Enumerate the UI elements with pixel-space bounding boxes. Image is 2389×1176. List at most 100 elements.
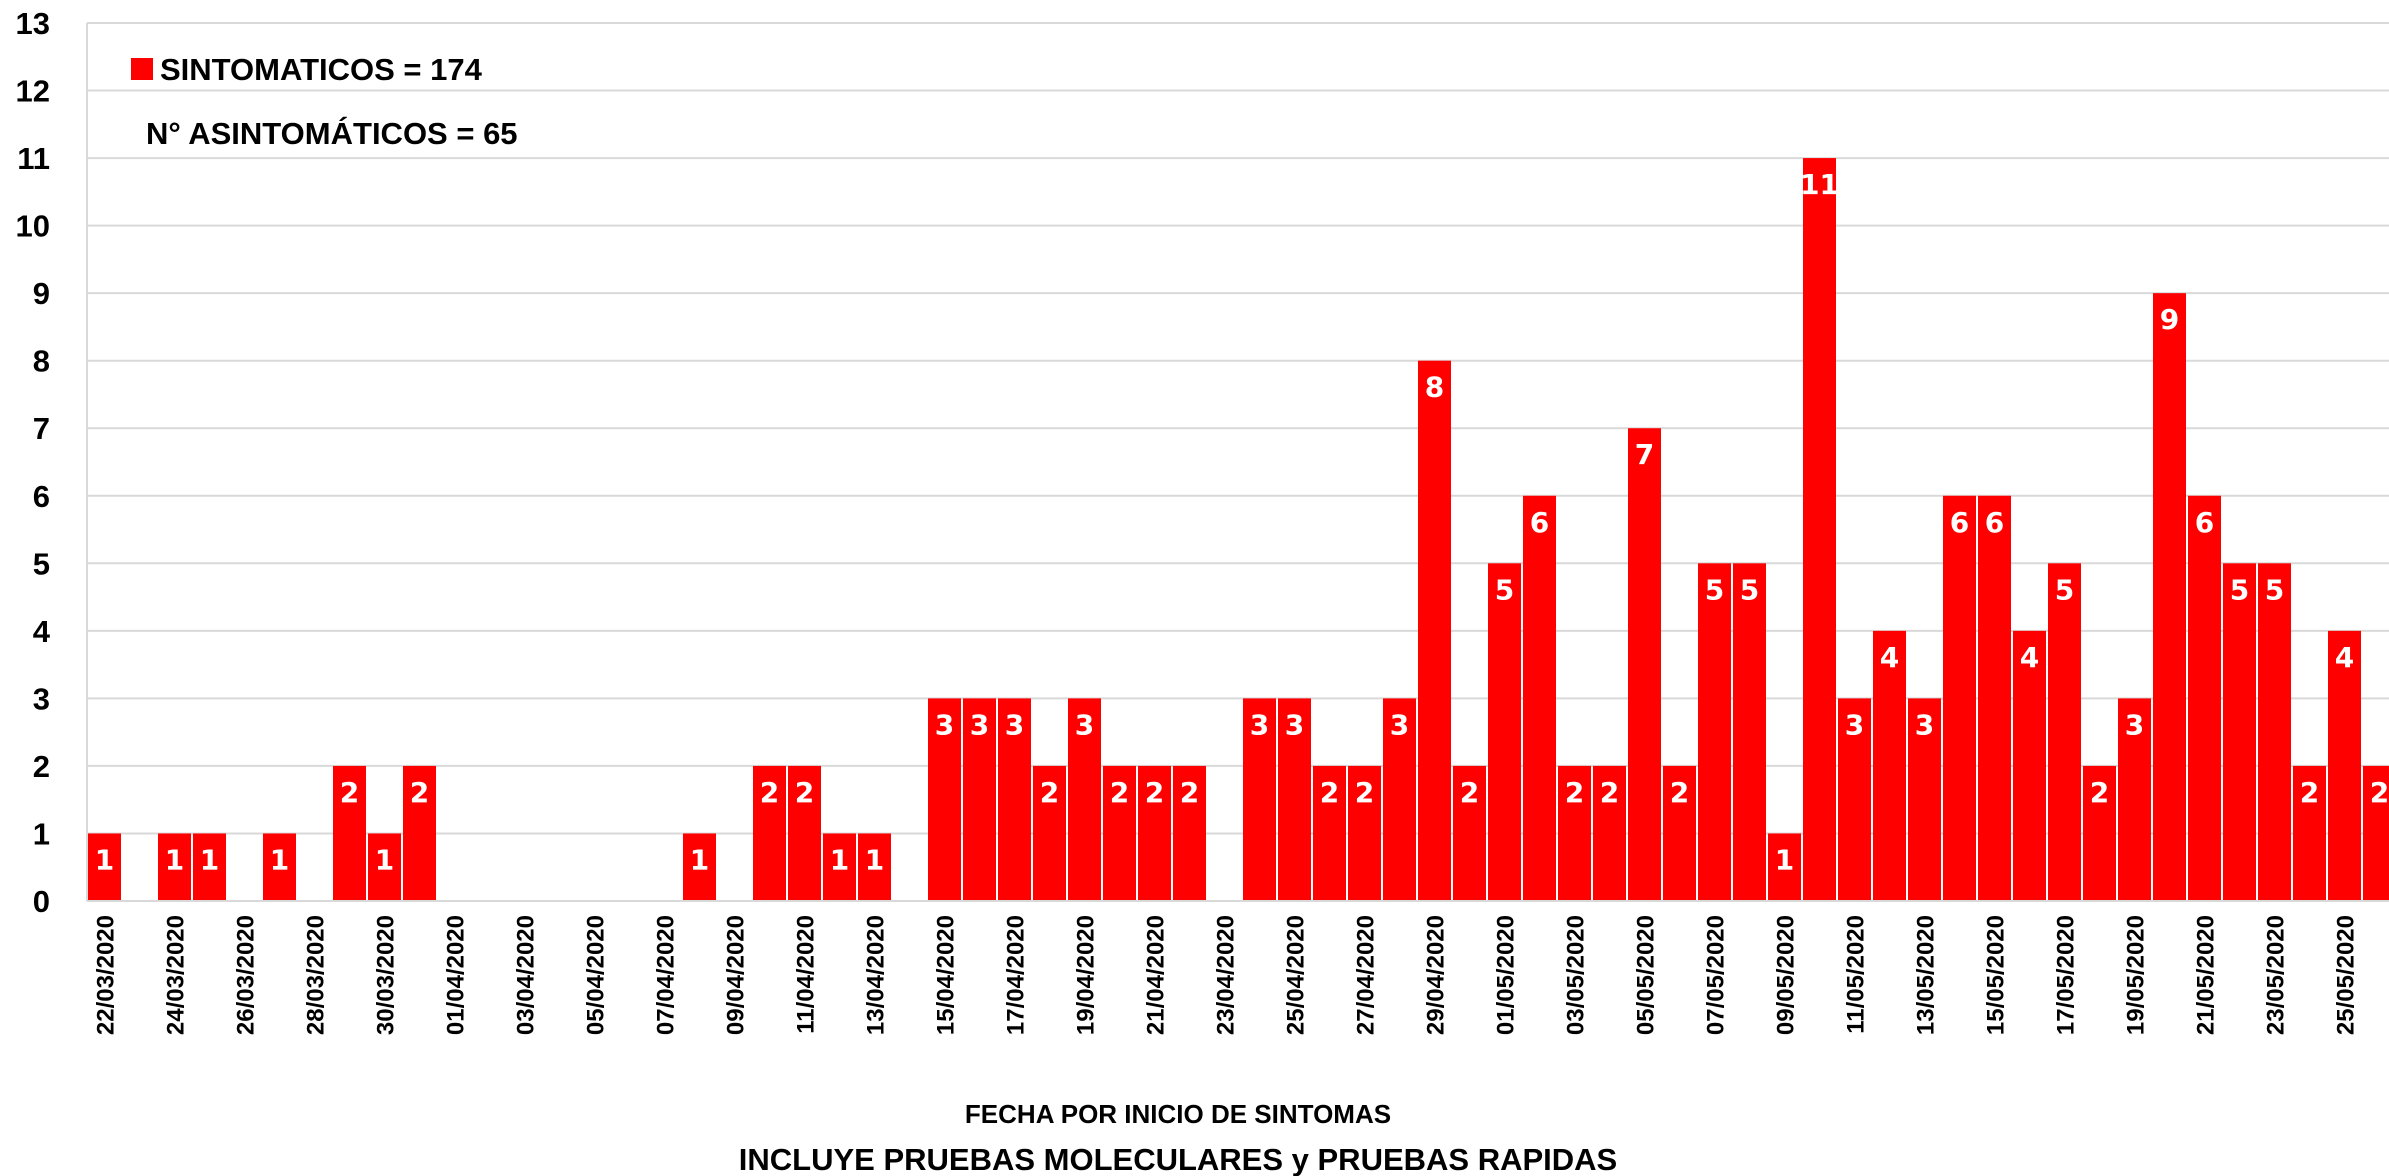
bar-value-label: 2 — [1565, 776, 1584, 809]
bar-value-label: 2 — [2300, 776, 2319, 809]
x-tick-label: 09/04/2020 — [723, 915, 750, 1035]
bar-value-label: 5 — [1705, 573, 1724, 606]
bar-19/04/2020 — [1068, 698, 1101, 901]
x-tick-label: 07/04/2020 — [653, 915, 680, 1035]
bar-07/05/2020 — [1698, 563, 1731, 901]
bar-31/03/2020 — [403, 765, 436, 901]
bar-23/05/2020 — [2258, 563, 2291, 901]
bar-13/05/2020 — [1908, 698, 1941, 901]
bar-17/05/2020 — [2048, 563, 2081, 901]
x-tick-label: 13/04/2020 — [863, 915, 890, 1035]
x-tick-label: 26/03/2020 — [233, 915, 260, 1035]
y-tick-label: 9 — [33, 276, 50, 311]
bar-16/05/2020 — [2013, 630, 2046, 901]
bar-value-label: 8 — [1425, 371, 1444, 404]
legend-label: SINTOMATICOS = 174 — [160, 52, 483, 87]
bar-value-label: 2 — [1460, 776, 1479, 809]
bar-value-label: 6 — [1985, 506, 2004, 539]
y-tick-label: 3 — [33, 681, 50, 716]
x-tick-label: 07/05/2020 — [1703, 915, 1730, 1035]
bar-08/04/2020 — [683, 833, 716, 901]
bar-24/03/2020 — [158, 833, 191, 901]
gridlines — [87, 22, 2389, 835]
bar-value-label: 6 — [1530, 506, 1549, 539]
x-tick-label: 13/05/2020 — [1913, 915, 1940, 1035]
bar-value-label: 2 — [410, 776, 429, 809]
x-tick-label: 19/04/2020 — [1073, 915, 1100, 1035]
x-tick-label: 15/04/2020 — [933, 915, 960, 1035]
bar-value-label: 1 — [270, 843, 289, 876]
bar-12/04/2020 — [823, 833, 856, 901]
bar-value-label: 9 — [2160, 303, 2179, 336]
bar-25/05/2020 — [2328, 630, 2361, 901]
x-tick-label: 01/05/2020 — [1493, 915, 1520, 1035]
x-tick-label: 11/05/2020 — [1843, 915, 1870, 1034]
x-axis-ticks: 22/03/2020 24/03/2020 26/03/2020 28/03/2020… — [93, 915, 2360, 1035]
x-tick-label: 23/05/2020 — [2263, 915, 2290, 1035]
bar-value-label: 3 — [970, 708, 989, 741]
bar-value-label: 5 — [2265, 573, 2284, 606]
bar-value-label: 1 — [165, 843, 184, 876]
bar-value-label: 2 — [340, 776, 359, 809]
bar-value-label: 1 — [95, 843, 114, 876]
bar-value-label: 1 — [690, 843, 709, 876]
y-tick-label: 2 — [33, 749, 50, 784]
bar-value-label: 5 — [2230, 573, 2249, 606]
bar-value-label: 11 — [1800, 168, 1839, 201]
bar-value-label: 6 — [1950, 506, 1969, 539]
x-tick-label: 24/03/2020 — [163, 915, 190, 1035]
bar-value-label: 5 — [1740, 573, 1759, 606]
y-tick-label: 10 — [16, 209, 50, 244]
bar-value-label: 1 — [830, 843, 849, 876]
bar-20/04/2020 — [1103, 765, 1136, 901]
bar-value-label: 6 — [2195, 506, 2214, 539]
bar-22/04/2020 — [1173, 765, 1206, 901]
bar-value-label: 2 — [760, 776, 779, 809]
bar-value-label: 2 — [1355, 776, 1374, 809]
y-tick-label: 4 — [33, 614, 51, 649]
x-tick-label: 28/03/2020 — [303, 915, 330, 1035]
x-tick-label: 21/05/2020 — [2193, 915, 2220, 1035]
x-tick-label: 11/04/2020 — [793, 915, 820, 1034]
bar-value-label: 7 — [1635, 438, 1654, 471]
asymptomatic-annotation: N° ASINTOMÁTICOS = 65 — [146, 116, 518, 151]
bar-18/05/2020 — [2083, 765, 2116, 901]
bar-27/03/2020 — [263, 833, 296, 901]
bar-value-label: 4 — [2335, 641, 2354, 674]
bar-27/04/2020 — [1348, 765, 1381, 901]
bar-value-label: 2 — [1110, 776, 1129, 809]
y-tick-label: 5 — [33, 546, 50, 581]
bar-12/05/2020 — [1873, 630, 1906, 901]
bar-25/03/2020 — [193, 833, 226, 901]
x-tick-label: 05/04/2020 — [583, 915, 610, 1035]
bar-value-label: 2 — [2370, 776, 2389, 809]
bar-value-label: 3 — [1915, 708, 1934, 741]
bar-17/04/2020 — [998, 698, 1031, 901]
x-tick-label: 09/05/2020 — [1773, 915, 1800, 1035]
x-tick-label: 29/04/2020 — [1423, 915, 1450, 1035]
bar-13/04/2020 — [858, 833, 891, 901]
bar-value-label: 2 — [1600, 776, 1619, 809]
x-tick-label: 19/05/2020 — [2123, 915, 2150, 1035]
y-tick-label: 6 — [33, 479, 50, 514]
bar-16/04/2020 — [963, 698, 996, 901]
bar-value-label: 2 — [1040, 776, 1059, 809]
bar-15/05/2020 — [1978, 495, 2011, 901]
bar-value-label: 3 — [935, 708, 954, 741]
bar-value-label: 1 — [200, 843, 219, 876]
x-tick-label: 01/04/2020 — [443, 915, 470, 1035]
bar-value-label: 3 — [1005, 708, 1024, 741]
bar-30/03/2020 — [368, 833, 401, 901]
bar-29/03/2020 — [333, 765, 366, 901]
bar-06/05/2020 — [1663, 765, 1696, 901]
bar-value-label: 1 — [865, 843, 884, 876]
bar-value-label: 3 — [1075, 708, 1094, 741]
x-tick-label: 17/04/2020 — [1003, 915, 1030, 1035]
bar-value-label: 1 — [1775, 843, 1794, 876]
x-tick-label: 21/04/2020 — [1143, 915, 1170, 1035]
bar-value-label: 2 — [1145, 776, 1164, 809]
bar-28/04/2020 — [1383, 698, 1416, 901]
bar-05/05/2020 — [1628, 428, 1661, 901]
